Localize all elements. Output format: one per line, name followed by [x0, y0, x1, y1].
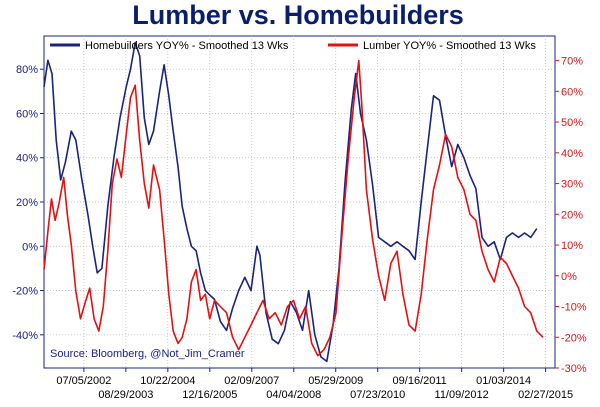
x-axis-ticks: 07/05/2002 08/29/2003 10/22/2004 12/16/2005… [56, 368, 573, 401]
x-tick-label: 02/09/2007 [224, 375, 279, 387]
lumber-line [43, 59, 544, 357]
left-tick-label: 80% [16, 64, 38, 76]
left-tick-label: 40% [16, 153, 38, 165]
x-tick-label: 12/16/2005 [182, 389, 237, 401]
right-tick-label: 10% [561, 240, 583, 252]
right-axis-ticks: -30% -20% -10% 0% 10% 20% 30% 40% 50% 60% 70% [555, 56, 587, 375]
right-tick-label: 40% [561, 148, 583, 160]
chart-title: Lumber vs. Homebuilders [132, 0, 464, 30]
homebuilders-line [43, 41, 538, 363]
x-tick-label: 01/03/2014 [476, 375, 531, 387]
legend-label-homebuilders: Homebuilders YOY% - Smoothed 13 Wks [85, 40, 289, 52]
left-tick-label: -40% [12, 330, 38, 342]
right-tick-label: -10% [561, 302, 587, 314]
left-tick-label: 60% [16, 108, 38, 120]
right-tick-label: 50% [561, 117, 583, 129]
legend-label-lumber: Lumber YOY% - Smoothed 13 Wks [363, 40, 536, 52]
right-tick-label: 20% [561, 209, 583, 221]
x-tick-label: 08/29/2003 [98, 389, 153, 401]
left-tick-label: 0% [22, 241, 38, 253]
right-tick-label: -20% [561, 332, 587, 344]
right-tick-label: 60% [561, 86, 583, 98]
x-tick-label: 09/16/2011 [393, 375, 447, 387]
source-note: Source: Bloomberg, @Not_Jim_Cramer [50, 348, 245, 360]
right-tick-label: 30% [561, 179, 583, 191]
legend: Homebuilders YOY% - Smoothed 13 Wks Lumb… [50, 40, 536, 52]
x-tick-label: 07/23/2010 [350, 389, 405, 401]
left-tick-label: -20% [12, 286, 38, 298]
right-tick-label: 0% [561, 271, 577, 283]
x-tick-label: 07/05/2002 [56, 375, 111, 387]
series-lines [43, 41, 544, 363]
x-tick-label: 10/22/2004 [140, 375, 195, 387]
right-tick-label: -30% [561, 363, 587, 375]
x-tick-label: 02/27/2015 [518, 389, 573, 401]
x-tick-label: 04/04/2008 [266, 389, 321, 401]
x-tick-label: 11/09/2012 [435, 389, 489, 401]
x-tick-label: 05/29/2009 [308, 375, 363, 387]
left-axis-ticks: -40% -20% 0% 20% 40% 60% 80% [12, 64, 44, 342]
left-tick-label: 20% [16, 197, 38, 209]
right-tick-label: 70% [561, 56, 583, 68]
